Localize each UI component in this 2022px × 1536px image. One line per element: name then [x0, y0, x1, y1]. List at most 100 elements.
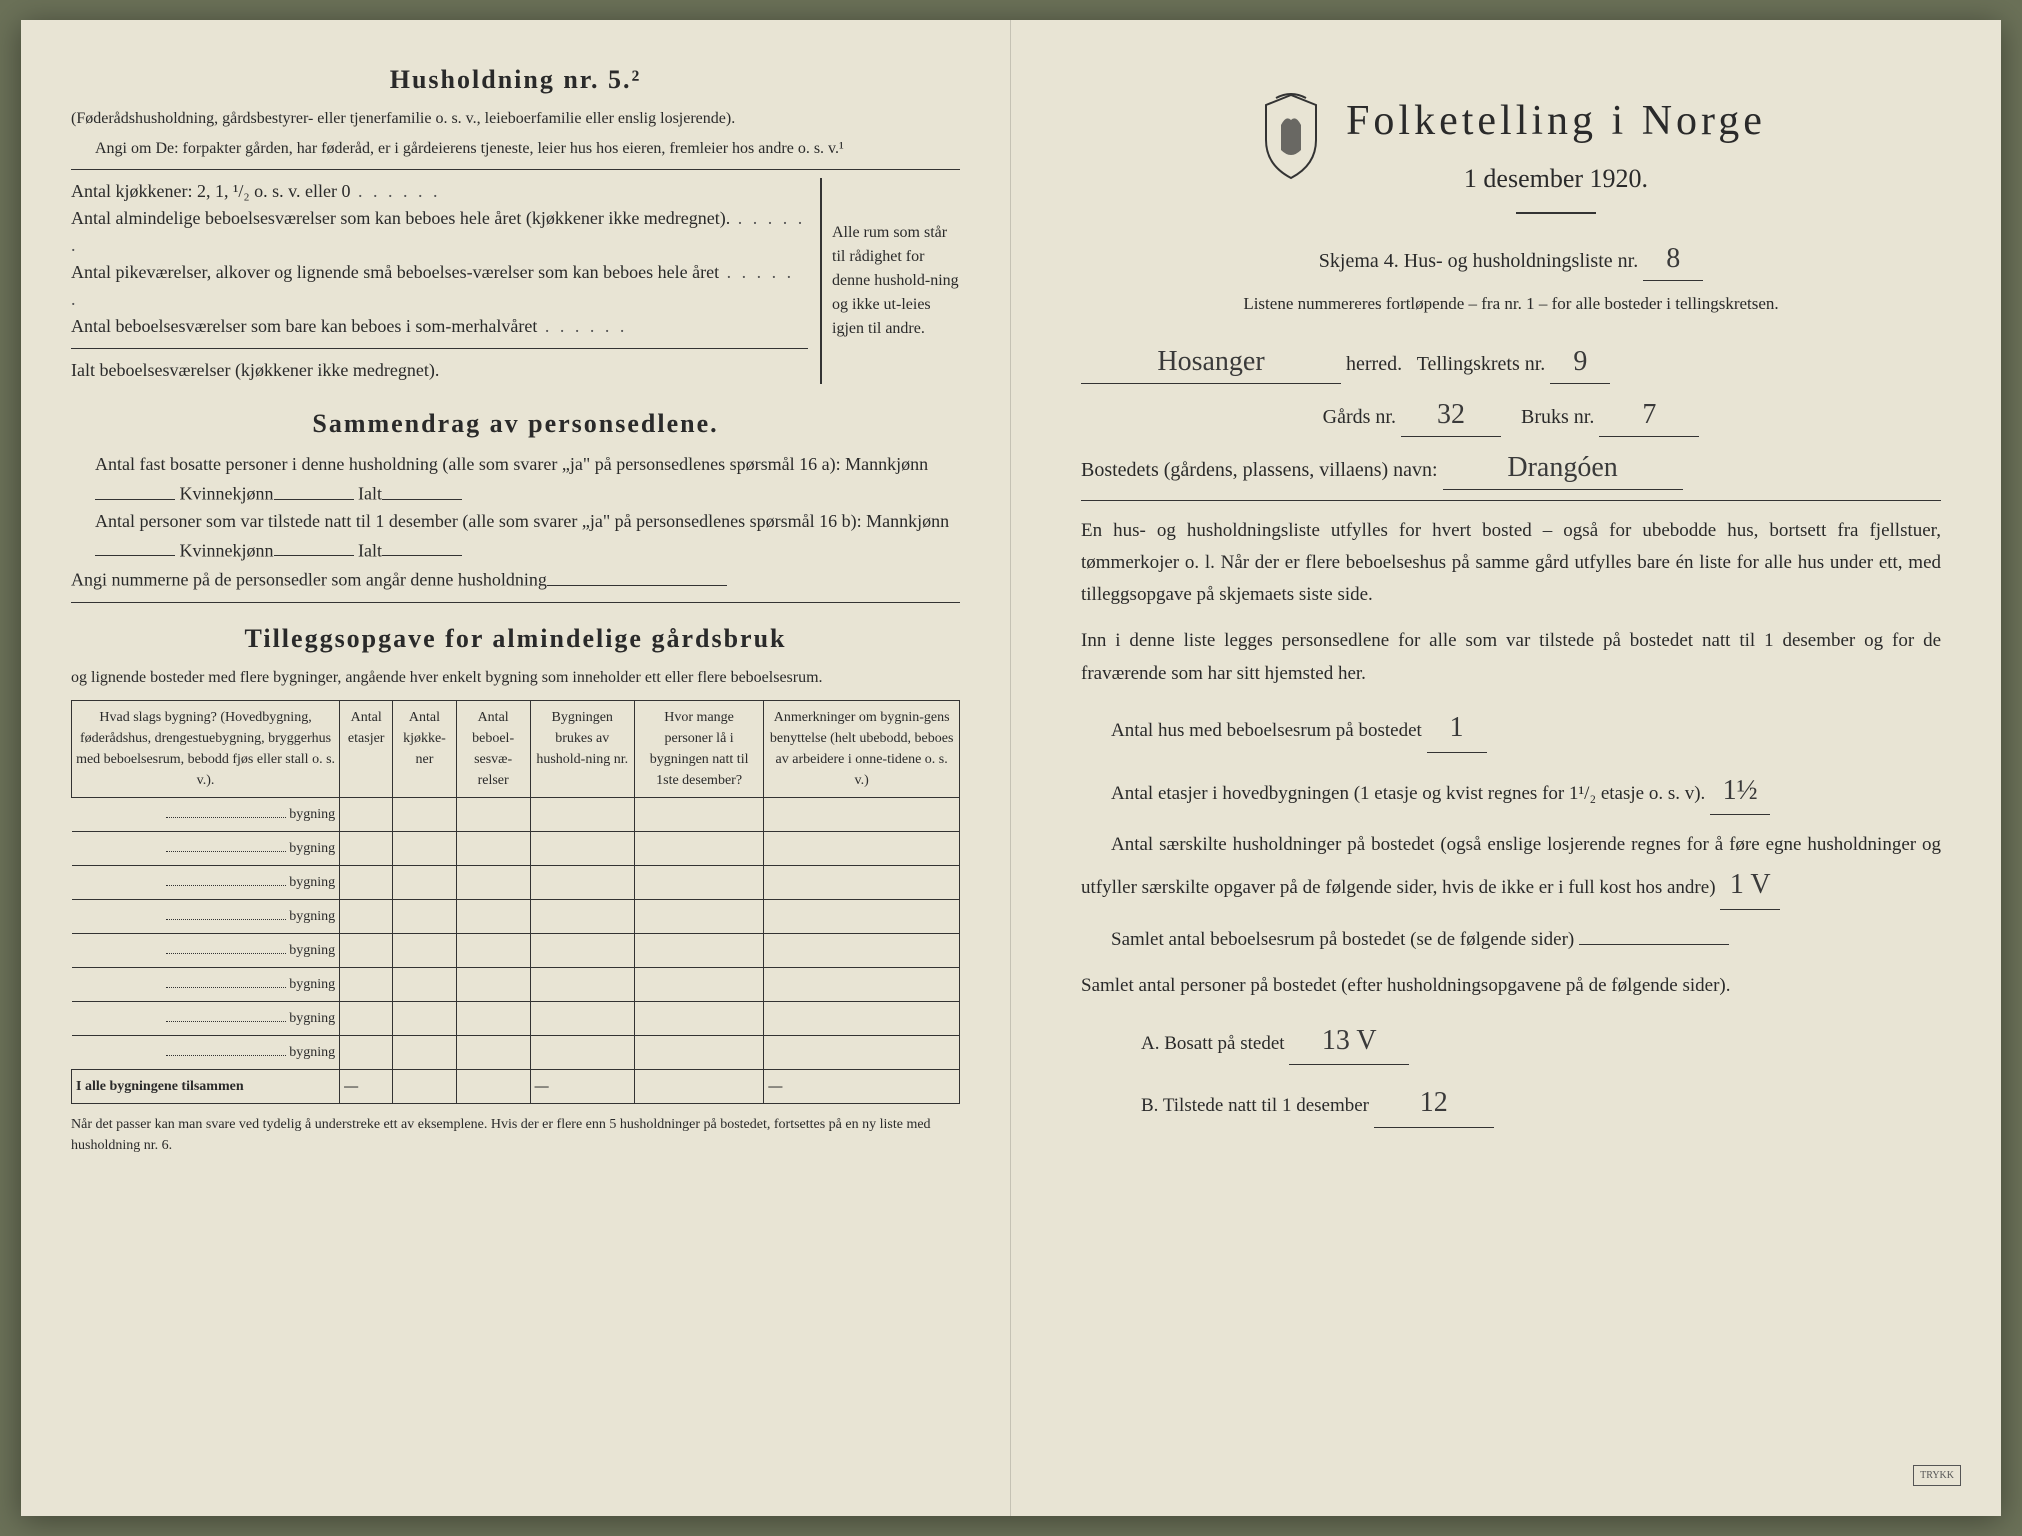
table-cell [456, 865, 530, 899]
table-cell [456, 1035, 530, 1069]
row-label: bygning [72, 1001, 340, 1035]
table-cell [393, 1035, 456, 1069]
summary-line1: Antal fast bosatte personer i denne hush… [95, 451, 960, 508]
table-cell [393, 933, 456, 967]
q3: Antal særskilte husholdninger på bostede… [1081, 829, 1941, 910]
skjema-nr: 8 [1643, 238, 1703, 281]
bostedets-label: Bostedets (gårdens, plassens, villaens) … [1081, 459, 1438, 481]
table-row: bygning [72, 797, 960, 831]
table-cell [393, 967, 456, 1001]
q1-label: Antal hus med beboelsesrum på bostedet [1111, 720, 1422, 741]
table-header: Antal beboel-sesvæ-relser [456, 700, 530, 797]
table-cell [340, 865, 393, 899]
herred-value: Hosanger [1081, 341, 1341, 384]
q5b-label: B. Tilstede natt til 1 desember [1141, 1095, 1369, 1116]
row-label: bygning [72, 865, 340, 899]
table-cell [456, 831, 530, 865]
table-cell [634, 1035, 763, 1069]
table-cell [764, 1035, 960, 1069]
table-cell [764, 865, 960, 899]
table-cell [530, 899, 634, 933]
row-label: bygning [72, 933, 340, 967]
herred-label: herred. [1346, 353, 1402, 375]
footnote: Når det passer kan man svare ved tydelig… [71, 1114, 960, 1156]
table-cell [634, 831, 763, 865]
left-page: Husholdning nr. 5.² (Føderådshusholdning… [21, 20, 1011, 1516]
table-cell [530, 967, 634, 1001]
table-cell [764, 933, 960, 967]
summary-heading: Sammendrag av personsedlene. [71, 404, 960, 443]
q5: Samlet antal personer på bostedet (efter… [1081, 970, 1941, 1002]
q5a-label: A. Bosatt på stedet [1141, 1033, 1285, 1054]
table-cell [456, 933, 530, 967]
row-label: bygning [72, 797, 340, 831]
table-cell [340, 1035, 393, 1069]
table-header: Hvad slags bygning? (Hovedbygning, føder… [72, 700, 340, 797]
q1: Antal hus med beboelsesrum på bostedet 1 [1081, 704, 1941, 753]
summary1b: Kvinnekjønn [180, 484, 274, 504]
q2-value: 1½ [1710, 767, 1770, 816]
table-header: Antal etasjer [340, 700, 393, 797]
q5a-value: 13 V [1289, 1017, 1409, 1066]
left-sub1: (Føderådshusholdning, gårdsbestyrer- ell… [71, 107, 960, 131]
rule [1081, 500, 1941, 501]
table-cell [634, 933, 763, 967]
table-row: bygning [72, 1035, 960, 1069]
document-spread: Husholdning nr. 5.² (Føderådshusholdning… [21, 20, 2001, 1516]
printer-stamp: TRYKK [1913, 1465, 1961, 1486]
rule [71, 348, 808, 349]
table-cell [340, 933, 393, 967]
row-label: bygning [72, 831, 340, 865]
rule [71, 169, 960, 170]
table-row: bygning [72, 1001, 960, 1035]
bruks-label: Bruks nr. [1521, 406, 1594, 428]
table-cell [340, 831, 393, 865]
table-cell [456, 1001, 530, 1035]
title-block: Folketelling i Norge 1 desember 1920. [1081, 90, 1941, 228]
table-header: Bygningen brukes av hushold-ning nr. [530, 700, 634, 797]
q5b-value: 12 [1374, 1079, 1494, 1128]
table-cell [456, 967, 530, 1001]
skjema-line: Skjema 4. Hus- og husholdningsliste nr. … [1081, 238, 1941, 281]
summary1c: Ialt [358, 484, 382, 504]
table-cell [764, 967, 960, 1001]
bracket-text: Alle rum som står til rådighet for denne… [820, 178, 960, 384]
table-cell [530, 831, 634, 865]
table-header: Anmerkninger om bygnin-gens benyttelse (… [764, 700, 960, 797]
q3-label: Antal særskilte husholdninger på bostede… [1081, 834, 1941, 898]
summary2b: Kvinnekjønn [180, 540, 274, 560]
herred-line: Hosanger herred. Tellingskrets nr. 9 [1081, 341, 1941, 384]
table-cell [764, 797, 960, 831]
table-cell [393, 831, 456, 865]
rooms2: Antal pikeværelser, alkover og lignende … [71, 259, 808, 313]
para1: En hus- og husholdningsliste utfylles fo… [1081, 515, 1941, 612]
table-cell [634, 1001, 763, 1035]
row-label: bygning [72, 967, 340, 1001]
q3-value: 1 V [1720, 861, 1780, 910]
right-page: Folketelling i Norge 1 desember 1920. Sk… [1011, 20, 2001, 1516]
q5a: A. Bosatt på stedet 13 V [1141, 1017, 1941, 1066]
subtitle: 1 desember 1920. [1346, 159, 1766, 198]
rooms-block: Antal kjøkkener: 2, 1, ¹/₂ o. s. v. elle… [71, 178, 960, 384]
divider [1516, 212, 1596, 214]
left-heading: Husholdning nr. 5.² [71, 60, 960, 99]
tellingskrets-label: Tellingskrets nr. [1417, 353, 1546, 375]
listene: Listene nummereres fortløpende – fra nr.… [1081, 291, 1941, 317]
para2: Inn i denne liste legges personsedlene f… [1081, 625, 1941, 690]
table-cell [393, 1001, 456, 1035]
table-cell [634, 865, 763, 899]
row-label: bygning [72, 899, 340, 933]
kitchens-label: Antal kjøkkener: 2, 1, ¹/₂ o. s. v. elle… [71, 178, 808, 205]
rooms1: Antal almindelige beboelsesværelser som … [71, 205, 808, 259]
summary-line2: Antal personer som var tilstede natt til… [95, 508, 960, 565]
table-header: Antal kjøkke-ner [393, 700, 456, 797]
main-title: Folketelling i Norge [1346, 90, 1766, 153]
table-cell [530, 797, 634, 831]
q1-value: 1 [1427, 704, 1487, 753]
table-cell [764, 899, 960, 933]
bruks-nr: 7 [1599, 394, 1699, 437]
rooms-total: Ialt beboelsesværelser (kjøkkener ikke m… [71, 357, 808, 384]
q5b: B. Tilstede natt til 1 desember 12 [1141, 1079, 1941, 1128]
table-cell [634, 967, 763, 1001]
table-cell [393, 865, 456, 899]
